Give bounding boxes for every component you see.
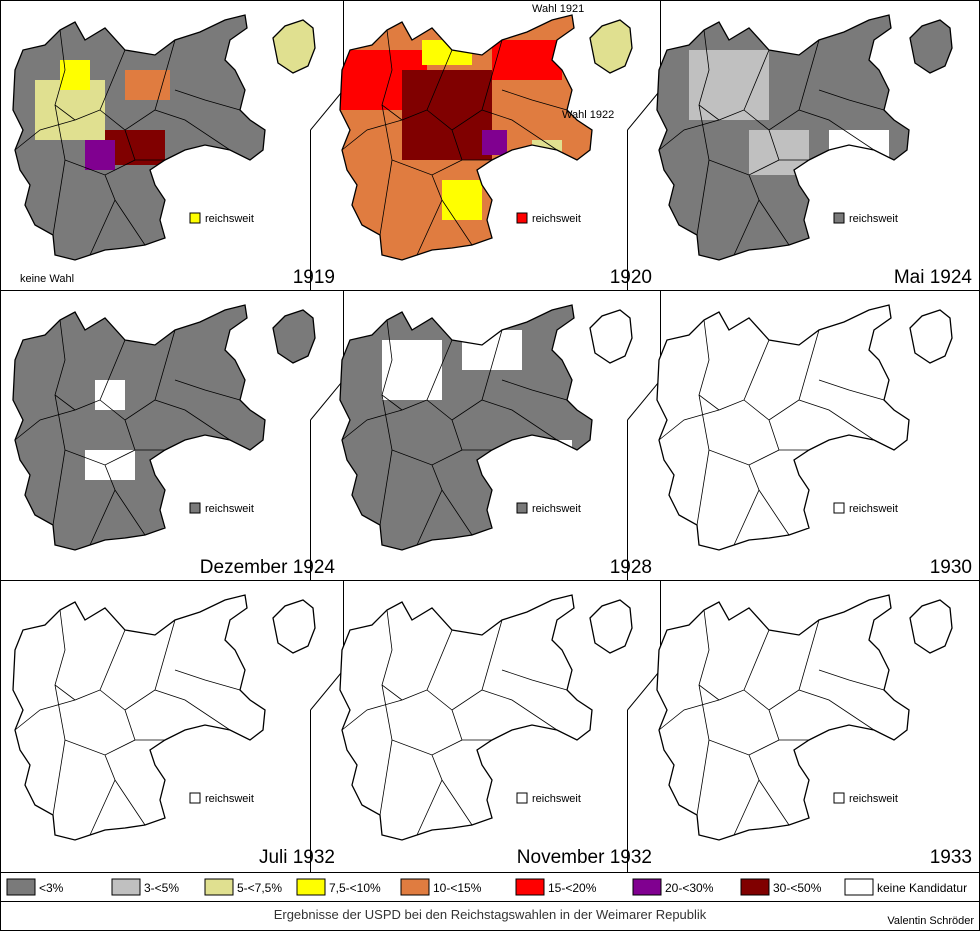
nationwide-swatch (833, 212, 845, 224)
constituency-region (85, 140, 115, 170)
panel-year-label: 1933 (930, 847, 972, 868)
legend: <3% 3-<5% 5-<7,5% 7,5-<10% 10-<15% 15-<20% 20-… (6, 878, 967, 896)
constituency-region (125, 70, 170, 100)
panel-7: reichsweit Juli 1932 (12, 594, 335, 868)
nationwide-swatch (189, 212, 201, 224)
legend-label: 30-<50% (773, 881, 822, 895)
constituency-region (482, 130, 507, 155)
germany-map (12, 14, 266, 261)
nationwide-label: reichsweit (849, 213, 898, 225)
legend-swatch (844, 878, 874, 896)
nationwide-label: reichsweit (849, 503, 898, 515)
panel-year-label: 1919 (293, 267, 335, 288)
legend-label: 15-<20% (548, 881, 597, 895)
nationwide-swatch (516, 792, 528, 804)
legend-label: 20-<30% (665, 881, 714, 895)
nationwide-label: reichsweit (205, 213, 254, 225)
legend-swatch (515, 878, 545, 896)
panel-year-label: Dezember 1924 (200, 557, 336, 578)
constituency-region (442, 180, 482, 220)
constituency-region (85, 450, 135, 480)
nationwide-label: reichsweit (532, 213, 581, 225)
panel-year-label: 1930 (930, 557, 972, 578)
legend-swatch (111, 878, 141, 896)
author-credit: Valentin Schröder (887, 915, 974, 927)
legend-swatch (204, 878, 234, 896)
legend-label: keine Kandidatur (877, 881, 967, 895)
no-election-note: keine Wahl (20, 273, 74, 285)
legend-label: 5-<7,5% (237, 881, 282, 895)
panel-1: reichsweit 1919 keine Wahl (12, 14, 335, 288)
nationwide-label: reichsweit (849, 793, 898, 805)
nationwide-label: reichsweit (532, 503, 581, 515)
nationwide-label: reichsweit (205, 793, 254, 805)
nationwide-label: reichsweit (532, 793, 581, 805)
panel-year-label: 1928 (610, 557, 652, 578)
constituency-region (492, 40, 562, 80)
legend-swatch (740, 878, 770, 896)
germany-map (12, 304, 266, 551)
nationwide-swatch (516, 502, 528, 514)
nationwide-swatch (189, 792, 201, 804)
panel-3: reichsweit Mai 1924 (656, 14, 973, 288)
legend-swatch (632, 878, 662, 896)
constituency-region (402, 70, 492, 160)
nationwide-label: reichsweit (205, 503, 254, 515)
election-1921-note: Wahl 1921 (532, 3, 584, 15)
panel-year-label: November 1932 (517, 847, 652, 868)
constituency-region (382, 340, 442, 400)
panel-6: reichsweit 1930 (656, 304, 972, 578)
panel-4: reichsweit Dezember 1924 (12, 304, 336, 578)
germany-map (339, 14, 593, 261)
panel-8: reichsweit November 1932 (339, 594, 652, 868)
legend-label: <3% (39, 881, 64, 895)
panel-2: reichsweit 1920 Wahl 1921 Wahl 1922 (339, 3, 652, 288)
legend-label: 3-<5% (144, 881, 179, 895)
nationwide-swatch (833, 502, 845, 514)
election-1922-note: Wahl 1922 (562, 109, 614, 121)
constituency-region (60, 60, 90, 90)
legend-swatch (296, 878, 326, 896)
legend-label: 7,5-<10% (329, 881, 381, 895)
legend-swatch (6, 878, 36, 896)
panel-year-label: 1920 (610, 267, 652, 288)
legend-swatch (400, 878, 430, 896)
figure-caption: Ergebnisse der USPD bei den Reichstagswa… (274, 907, 707, 922)
panel-9: reichsweit 1933 (656, 594, 972, 868)
nationwide-swatch (516, 212, 528, 224)
constituency-region (689, 50, 769, 120)
nationwide-swatch (833, 792, 845, 804)
constituency-region (95, 380, 125, 410)
germany-map (656, 14, 910, 261)
panel-year-label: Mai 1924 (894, 267, 973, 288)
nationwide-swatch (189, 502, 201, 514)
legend-label: 10-<15% (433, 881, 482, 895)
panel-year-label: Juli 1932 (259, 847, 335, 868)
